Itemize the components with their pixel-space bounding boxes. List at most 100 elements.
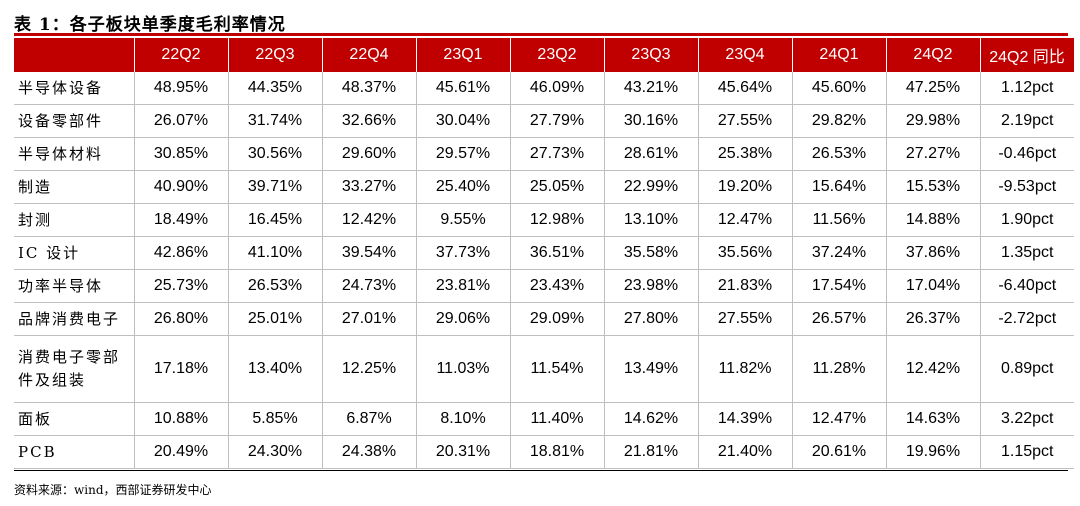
yoy-change-cell: 3.22pct: [980, 402, 1074, 436]
margin-cell: 35.58%: [604, 236, 699, 270]
yoy-change-cell: 1.12pct: [980, 72, 1074, 105]
table-row: 半导体设备 48.95% 44.35% 48.37% 45.61% 46.09% 43.21…: [14, 72, 1074, 105]
yoy-change-cell: -0.46pct: [980, 137, 1074, 171]
column-header: 22Q3: [228, 38, 323, 72]
margin-cell: 21.81%: [604, 435, 699, 469]
column-header: 24Q1: [792, 38, 887, 72]
column-header: 22Q4: [322, 38, 417, 72]
source-note: 资料来源：wind，西部证券研发中心: [14, 483, 212, 497]
margin-cell: 24.73%: [322, 269, 417, 303]
margin-cell: 48.95%: [134, 72, 229, 105]
margin-cell: 48.37%: [322, 72, 417, 105]
margin-cell: 29.57%: [416, 137, 511, 171]
margin-cell: 25.01%: [228, 302, 323, 336]
margin-cell: 27.80%: [604, 302, 699, 336]
margin-cell: 20.61%: [792, 435, 887, 469]
row-label: 制造: [14, 170, 135, 204]
yoy-change-cell: 1.35pct: [980, 236, 1074, 270]
margin-cell: 18.81%: [510, 435, 605, 469]
margin-cell: 45.64%: [698, 72, 793, 105]
column-header: 23Q1: [416, 38, 511, 72]
column-header: 23Q2: [510, 38, 605, 72]
margin-cell: 22.99%: [604, 170, 699, 204]
table-row: 封测 18.49% 16.45% 12.42% 9.55% 12.98% 13.10% 12.…: [14, 203, 1074, 237]
table-caption: 表 1：各子板块单季度毛利率情况: [14, 15, 286, 35]
margin-cell: 42.86%: [134, 236, 229, 270]
margin-cell: 25.73%: [134, 269, 229, 303]
margin-cell: 15.64%: [792, 170, 887, 204]
margin-cell: 29.98%: [886, 104, 981, 138]
margin-cell: 20.49%: [134, 435, 229, 469]
margin-cell: 9.55%: [416, 203, 511, 237]
margin-cell: 27.27%: [886, 137, 981, 171]
column-header: [14, 38, 135, 72]
margin-cell: 21.40%: [698, 435, 793, 469]
margin-cell: 12.42%: [886, 335, 981, 403]
margin-cell: 14.63%: [886, 402, 981, 436]
margin-cell: 15.53%: [886, 170, 981, 204]
margin-cell: 35.56%: [698, 236, 793, 270]
margin-cell: 5.85%: [228, 402, 323, 436]
yoy-change-cell: 0.89pct: [980, 335, 1074, 403]
margin-cell: 37.24%: [792, 236, 887, 270]
margin-cell: 26.53%: [228, 269, 323, 303]
margin-cell: 27.55%: [698, 104, 793, 138]
table-row: 设备零部件 26.07% 31.74% 32.66% 30.04% 27.79% 30.16…: [14, 104, 1074, 138]
margin-cell: 11.54%: [510, 335, 605, 403]
row-label: PCB: [14, 435, 135, 469]
margin-cell: 27.79%: [510, 104, 605, 138]
margin-cell: 19.96%: [886, 435, 981, 469]
row-label: IC 设计: [14, 236, 135, 270]
margin-cell: 20.31%: [416, 435, 511, 469]
margin-cell: 14.62%: [604, 402, 699, 436]
column-header: 24Q2: [886, 38, 981, 72]
margin-cell: 29.09%: [510, 302, 605, 336]
margin-cell: 10.88%: [134, 402, 229, 436]
margin-cell: 37.73%: [416, 236, 511, 270]
margin-cell: 30.56%: [228, 137, 323, 171]
margin-cell: 13.40%: [228, 335, 323, 403]
margin-cell: 24.30%: [228, 435, 323, 469]
margin-cell: 23.81%: [416, 269, 511, 303]
margin-cell: 8.10%: [416, 402, 511, 436]
margin-cell: 26.37%: [886, 302, 981, 336]
table-row: 面板 10.88% 5.85% 6.87% 8.10% 11.40% 14.62% 14.39…: [14, 402, 1074, 436]
margin-cell: 16.45%: [228, 203, 323, 237]
margin-cell: 37.86%: [886, 236, 981, 270]
margin-cell: 27.55%: [698, 302, 793, 336]
table-row: 半导体材料 30.85% 30.56% 29.60% 29.57% 27.73% 28.61…: [14, 137, 1074, 171]
margin-cell: 30.16%: [604, 104, 699, 138]
margin-cell: 13.10%: [604, 203, 699, 237]
margin-cell: 33.27%: [322, 170, 417, 204]
margin-cell: 12.47%: [792, 402, 887, 436]
margin-cell: 26.07%: [134, 104, 229, 138]
table-row: 品牌消费电子 26.80% 25.01% 27.01% 29.06% 29.09% 27.8…: [14, 302, 1074, 336]
margin-cell: 31.74%: [228, 104, 323, 138]
row-label: 设备零部件: [14, 104, 135, 138]
top-rule: [14, 33, 1068, 36]
row-label: 半导体设备: [14, 72, 135, 105]
gross-margin-table: 22Q2 22Q3 22Q4 23Q1 23Q2 23Q3 23Q4 24Q1 …: [14, 38, 1075, 469]
margin-cell: 45.61%: [416, 72, 511, 105]
yoy-change-cell: -2.72pct: [980, 302, 1074, 336]
margin-cell: 12.47%: [698, 203, 793, 237]
margin-cell: 11.56%: [792, 203, 887, 237]
margin-cell: 14.39%: [698, 402, 793, 436]
margin-cell: 41.10%: [228, 236, 323, 270]
margin-cell: 29.60%: [322, 137, 417, 171]
column-header: 23Q3: [604, 38, 699, 72]
margin-cell: 28.61%: [604, 137, 699, 171]
margin-cell: 27.73%: [510, 137, 605, 171]
column-header: 23Q4: [698, 38, 793, 72]
margin-cell: 26.80%: [134, 302, 229, 336]
margin-cell: 12.25%: [322, 335, 417, 403]
table-row: PCB 20.49% 24.30% 24.38% 20.31% 18.81% 21.81% 2…: [14, 435, 1074, 469]
bottom-rule: [14, 470, 1068, 471]
margin-cell: 40.90%: [134, 170, 229, 204]
margin-cell: 39.54%: [322, 236, 417, 270]
yoy-change-cell: 1.15pct: [980, 435, 1074, 469]
margin-cell: 23.98%: [604, 269, 699, 303]
margin-cell: 46.09%: [510, 72, 605, 105]
column-header: 22Q2: [134, 38, 229, 72]
row-label: 消费电子零部件及组装: [14, 335, 135, 403]
